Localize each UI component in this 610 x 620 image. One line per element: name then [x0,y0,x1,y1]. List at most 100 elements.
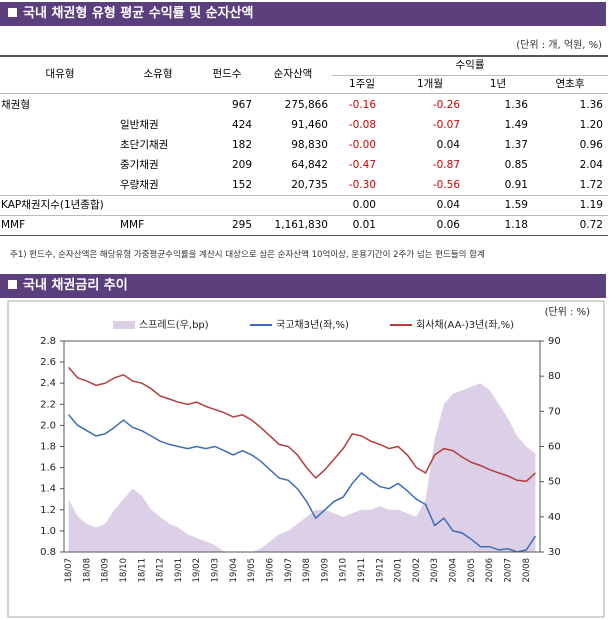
area [68,383,536,552]
y-tick-label: 2.4 [40,378,56,389]
y2-tick-label: 70 [548,406,561,417]
x-tick-label: 20/02 [412,558,422,583]
cell-value: 1.20 [579,119,603,131]
x-tick-label: 20/03 [430,558,440,583]
x-tick-label: 19/06 [265,558,275,583]
row-subgroup: MMF [120,219,145,231]
column-header: 순자산액 [273,68,313,80]
cell-value: 152 [231,179,252,191]
cell-value: -0.56 [432,179,460,191]
x-tick-label: 18/10 [119,558,129,583]
cell-value: 182 [231,139,252,151]
x-tick-label: 19/05 [247,558,257,583]
cell-value: 0.85 [504,159,528,171]
section-title: 국내 채권금리 추이 [23,278,128,293]
column-header: 1주일 [348,78,375,90]
cell-value: 1.36 [579,99,603,111]
cell-value: 1.49 [504,119,528,131]
cell-value: -0.07 [432,119,460,131]
cell-value: 1.59 [504,199,528,211]
x-tick-label: 20/08 [522,558,532,583]
cell-value: 0.00 [352,199,376,211]
x-tick-label: 19/10 [339,558,349,583]
y2-tick-label: 60 [548,442,561,453]
cell-value: 91,460 [291,119,328,131]
cell-value: 1.37 [504,139,528,151]
cell-value: 0.96 [579,139,603,151]
cell-value: 64,842 [291,159,328,171]
rule [0,215,608,216]
y-tick-label: 1.2 [40,505,56,516]
y-tick-label: 2.0 [40,420,56,431]
y-tick-label: 2.6 [40,357,56,368]
x-tick-label: 18/09 [101,558,111,583]
row-subgroup: 초단기채권 [120,139,169,151]
x-tick-label: 19/12 [375,558,385,583]
section-header: 국내 채권금리 추이 [0,274,606,298]
cell-value: -0.47 [348,159,376,171]
cell-value: 1.18 [504,219,528,231]
legend-label: 국고채3년(좌,%) [276,319,349,331]
column-header: 1개월 [416,78,443,90]
x-tick-label: 19/01 [174,558,184,583]
rule [0,93,608,94]
cell-value: 967 [231,99,252,111]
x-tick-label: 18/11 [137,558,147,583]
rule [332,75,608,76]
y-tick-label: 2.8 [40,336,56,347]
cell-value: -0.08 [348,119,376,131]
rule [0,195,608,196]
column-header: 연초후 [555,78,585,90]
y2-tick-label: 90 [548,336,561,347]
row-subgroup: 중기채권 [120,159,159,171]
y-tick-label: 1.4 [40,484,56,495]
x-tick-label: 19/02 [192,558,202,583]
x-tick-label: 18/12 [156,558,166,583]
cell-value: 295 [231,219,252,231]
cell-value: 209 [231,159,252,171]
rule [0,235,608,236]
column-header: 펀드수 [212,68,242,80]
y2-tick-label: 30 [548,547,561,558]
cell-value: 1,161,830 [274,219,328,231]
cell-value: 0.72 [579,219,603,231]
x-tick-label: 19/03 [211,558,221,583]
cell-value: 0.04 [436,199,460,211]
y2-tick-label: 80 [548,371,561,382]
y2-tick-label: 50 [548,477,561,488]
cell-value: -0.30 [348,179,376,191]
x-tick-label: 20/04 [449,558,459,583]
column-header: 대유형 [45,68,75,80]
row-subgroup: 일반채권 [120,119,159,131]
y2-tick-label: 40 [548,512,561,523]
section-header: 국내 채권형 유형 평균 수익률 및 순자산액 [0,2,606,26]
y-tick-label: 1.6 [40,463,56,474]
column-header: 1년 [489,78,507,90]
y-tick-label: 1.8 [40,442,56,453]
row-subgroup: 우량채권 [120,179,159,191]
cell-value: 98,830 [291,139,328,151]
cell-value: 0.01 [352,219,376,231]
cell-value: -0.16 [348,99,376,111]
cell-value: 275,866 [284,99,328,111]
section-title: 국내 채권형 유형 평균 수익률 및 순자산액 [23,6,254,21]
chart: (단위 : %) 스프레드(우,bp) 국고채3년(좌,%) 회사채(AA-)3년(… [7,300,605,618]
x-tick-label: 19/11 [357,558,367,583]
cell-value: 1.36 [504,99,528,111]
cell-value: 0.04 [436,139,460,151]
rule [0,55,608,57]
cell-value: 0.06 [436,219,460,231]
footnote: 주1) 펀드수, 순자산액은 해당유형 가중평균수익률을 계산시 대상으로 삼은… [10,250,485,260]
line [68,366,536,483]
legend-label: 회사채(AA-)3년(좌,%) [416,319,514,331]
x-tick-label: 18/08 [82,558,92,583]
y-tick-label: 2.2 [40,399,56,410]
chart-unit: (단위 : %) [545,305,591,318]
unit-note: (단위 : 개, 억원, %) [516,40,602,51]
row-group: 채권형 [1,99,30,111]
legend-label: 스프레드(우,bp) [139,319,209,331]
row-group: KAP채권지수(1년종합) [1,199,104,211]
x-tick-label: 20/01 [394,558,404,583]
x-tick-label: 19/08 [302,558,312,583]
x-tick-label: 20/06 [485,558,495,583]
